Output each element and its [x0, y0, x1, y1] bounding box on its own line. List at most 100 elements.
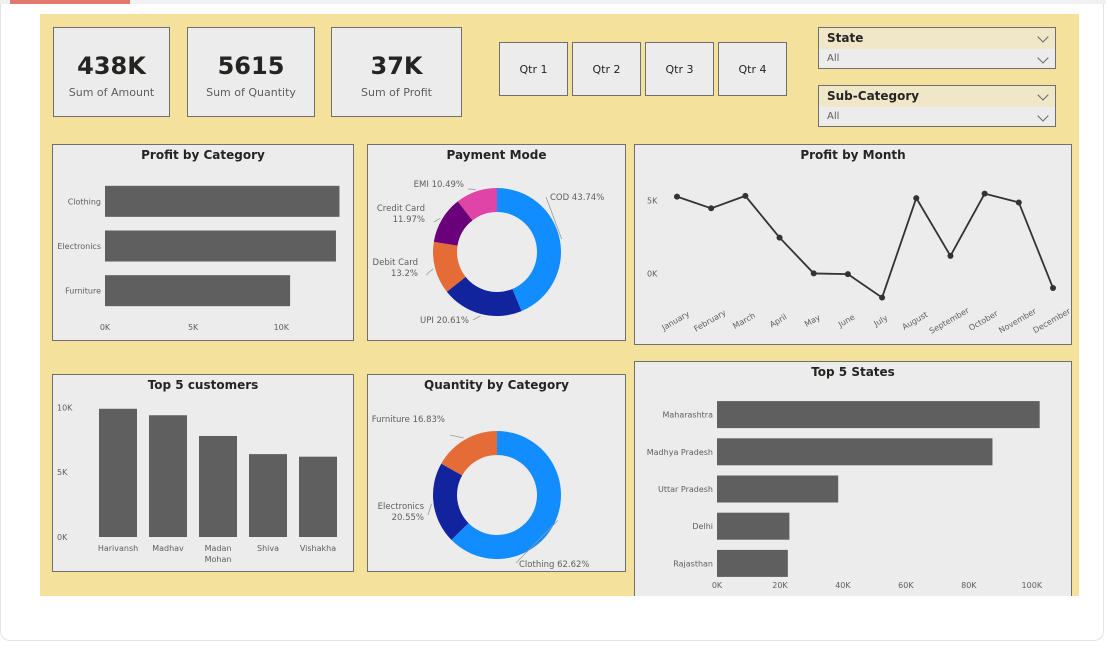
- data-point: [947, 252, 954, 259]
- profit-by-category-panel[interactable]: Profit by Category Clothing Electronics Fu…: [52, 144, 354, 341]
- leader-line: [433, 217, 441, 223]
- category-label: Delhi: [692, 522, 713, 531]
- profit-by-month-panel[interactable]: Profit by Month 0K 5K January February March…: [634, 144, 1072, 345]
- payment-mode-chart: COD 43.74% UPI 20.61% Debit Card 13.2% Credi…: [373, 180, 605, 326]
- donut-slice: [433, 241, 466, 292]
- profit-line: [676, 192, 1054, 299]
- subcategory-slicer-title: Sub-Category: [827, 89, 920, 103]
- qtr-2-button[interactable]: Qtr 2: [572, 42, 641, 96]
- top-states-panel[interactable]: Top 5 States Maharashtra Madhya Pradesh Ut…: [634, 361, 1072, 596]
- x-tick-label: 20K: [772, 581, 788, 590]
- kpi-amount-value: 438K: [77, 52, 146, 80]
- data-point: [879, 294, 886, 301]
- report-canvas: 438K Sum of Amount 5615 Sum of Quantity …: [40, 14, 1079, 596]
- quantity-by-category-title: Quantity by Category: [424, 378, 569, 392]
- month-label: October: [967, 309, 1000, 333]
- category-label: Madhya Pradesh: [647, 448, 713, 457]
- donut-slice: [441, 431, 497, 476]
- state-slicer-dropdown[interactable]: All: [818, 49, 1056, 69]
- subcategory-slicer-header[interactable]: Sub-Category: [818, 85, 1056, 107]
- kpi-card-profit[interactable]: 37K Sum of Profit: [331, 27, 462, 117]
- donut-slice: [433, 201, 473, 246]
- x-tick-label: 80K: [961, 581, 977, 590]
- y-tick-label: 0K: [57, 533, 68, 542]
- leader-line: [427, 503, 432, 516]
- category-label: Clothing: [68, 197, 101, 206]
- qtr-3-button[interactable]: Qtr 3: [645, 42, 714, 96]
- bar-uttar-pradesh: [717, 475, 839, 503]
- state-slicer[interactable]: State All: [818, 27, 1056, 70]
- payment-mode-title: Payment Mode: [446, 148, 547, 162]
- slice-label: UPI 20.61%: [420, 316, 469, 326]
- data-point: [913, 195, 920, 202]
- month-label: February: [692, 308, 727, 334]
- month-label: April: [768, 312, 788, 329]
- category-label: Furniture: [65, 287, 101, 296]
- bar-delhi: [717, 512, 790, 540]
- kpi-card-amount[interactable]: 438K Sum of Amount: [53, 27, 170, 117]
- y-tick-label: 10K: [57, 403, 73, 412]
- leader-line: [472, 315, 481, 321]
- profit-by-month-title: Profit by Month: [800, 148, 906, 162]
- slice-label: Debit Card 13.2%: [373, 258, 418, 279]
- qtr-1-button[interactable]: Qtr 1: [499, 42, 568, 96]
- leader-line: [449, 434, 464, 439]
- x-tick-label: 40K: [835, 581, 851, 590]
- leader-line: [515, 520, 559, 564]
- donut-slice: [457, 188, 497, 221]
- category-label: Shiva: [257, 544, 279, 553]
- top-customers-chart: Harivansh Madhav Madan Mohan Shiva Vishakha 0K…: [57, 403, 337, 564]
- state-slicer-title: State: [827, 31, 864, 45]
- bar-madhya-pradesh: [717, 438, 993, 466]
- month-label: May: [803, 313, 822, 329]
- month-label: June: [836, 313, 857, 330]
- quantity-by-category-panel[interactable]: Quantity by Category Clothing 62.62% Elec…: [367, 374, 626, 572]
- category-label: Electronics: [57, 242, 101, 251]
- subcategory-slicer-dropdown[interactable]: All: [818, 107, 1056, 127]
- chevron-down-icon[interactable]: [1037, 89, 1049, 101]
- subcategory-slicer-value: All: [827, 111, 840, 122]
- top-customers-panel[interactable]: Top 5 customers Harivansh Madhav Madan Moha…: [52, 374, 354, 572]
- chevron-down-icon[interactable]: [1037, 31, 1049, 43]
- donut-slice: [497, 188, 561, 312]
- chevron-down-icon[interactable]: [1037, 110, 1049, 122]
- month-label: March: [731, 311, 757, 331]
- y-tick-label: 5K: [57, 468, 68, 477]
- month-label: January: [660, 309, 692, 333]
- y-tick-label: 0K: [647, 269, 658, 278]
- data-point: [844, 271, 851, 278]
- leader-line: [467, 188, 476, 190]
- bar-maharashtra: [717, 401, 1040, 429]
- month-label: July: [871, 313, 889, 329]
- donut-slice: [446, 276, 522, 316]
- profit-by-category-title: Profit by Category: [141, 148, 265, 162]
- active-tab-indicator: [10, 0, 130, 4]
- state-slicer-header[interactable]: State: [818, 27, 1056, 49]
- bar-customer: [99, 408, 137, 537]
- bar-customer: [299, 456, 337, 537]
- qtr-4-button[interactable]: Qtr 4: [718, 42, 787, 96]
- x-tick-label: 10K: [274, 323, 290, 332]
- kpi-profit-label: Sum of Profit: [361, 86, 432, 99]
- slice-label: COD 43.74%: [550, 193, 604, 203]
- slice-label: EMI 10.49%: [414, 180, 464, 190]
- bar-electronics: [105, 230, 336, 262]
- data-point: [742, 192, 749, 199]
- category-label: Madan Mohan: [205, 544, 232, 564]
- x-tick-label: 5K: [188, 323, 199, 332]
- donut-slice: [451, 431, 561, 559]
- data-point: [708, 205, 715, 212]
- chevron-down-icon[interactable]: [1037, 52, 1049, 64]
- payment-mode-panel[interactable]: Payment Mode COD 43.74% UPI 20.61% Debit C…: [367, 144, 626, 341]
- slice-label: Furniture 16.83%: [372, 415, 445, 425]
- subcategory-slicer[interactable]: Sub-Category All: [818, 85, 1056, 128]
- window-top-strip: [0, 0, 1106, 4]
- month-label: December: [1032, 306, 1071, 335]
- bar-clothing: [105, 185, 340, 217]
- kpi-quantity-value: 5615: [217, 52, 285, 80]
- kpi-card-quantity[interactable]: 5615 Sum of Quantity: [187, 27, 315, 117]
- data-point: [981, 190, 988, 197]
- slice-label: Electronics 20.55%: [378, 502, 425, 523]
- data-point: [810, 270, 817, 277]
- bar-furniture: [105, 275, 291, 307]
